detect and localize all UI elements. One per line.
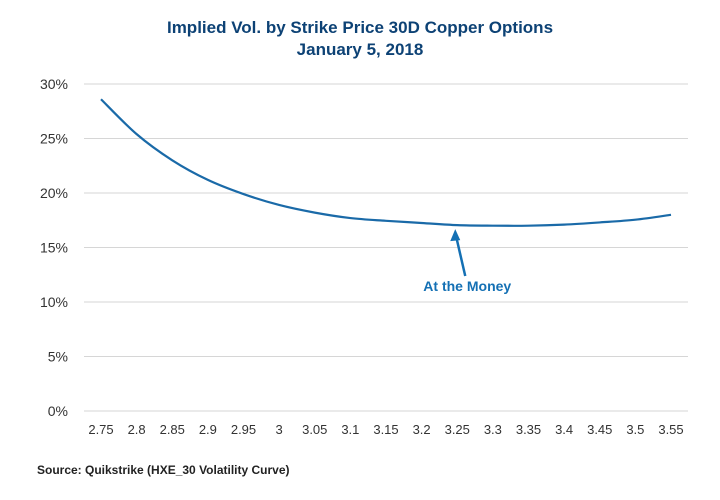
x-tick-label: 3.45 xyxy=(587,422,612,437)
y-axis-ticks: 0% 5% 10% 15% 20% 25% 30% xyxy=(40,76,68,419)
x-tick-label: 3.2 xyxy=(413,422,431,437)
x-tick-label: 3 xyxy=(276,422,283,437)
x-tick-label: 3.05 xyxy=(302,422,327,437)
x-tick-label: 2.8 xyxy=(128,422,146,437)
gridlines xyxy=(84,83,688,412)
y-tick-label: 30% xyxy=(40,76,68,92)
annotation-arrow-head xyxy=(450,229,461,242)
x-tick-label: 2.95 xyxy=(231,422,256,437)
y-tick-label: 20% xyxy=(40,185,68,201)
x-tick-label: 3.25 xyxy=(445,422,470,437)
y-tick-label: 25% xyxy=(40,131,68,147)
series-group xyxy=(100,98,672,227)
y-tick-label: 15% xyxy=(40,240,68,256)
chart-subtitle: January 5, 2018 xyxy=(296,40,424,59)
x-tick-label: 2.9 xyxy=(199,422,217,437)
source-note: Source: Quikstrike (HXE_30 Volatility Cu… xyxy=(37,463,290,477)
x-tick-label: 3.1 xyxy=(341,422,359,437)
series-line xyxy=(100,98,672,227)
annotation-arrow-shaft xyxy=(455,238,467,277)
y-tick-label: 0% xyxy=(48,403,68,419)
x-tick-label: 2.75 xyxy=(88,422,113,437)
x-tick-label: 3.35 xyxy=(516,422,541,437)
y-tick-label: 10% xyxy=(40,294,68,310)
x-tick-label: 3.15 xyxy=(373,422,398,437)
x-tick-label: 3.3 xyxy=(484,422,502,437)
chart-title-main: Implied Vol. by Strike Price 30D Copper … xyxy=(166,18,554,37)
x-axis-ticks: 2.75 2.8 2.85 2.9 2.95 3 3.05 3.1 3.15 3.2 3.25 3.3… xyxy=(88,422,683,437)
annotation-group: At the Money xyxy=(423,229,511,294)
x-tick-label: 3.4 xyxy=(555,422,573,437)
x-tick-label: 3.5 xyxy=(626,422,644,437)
y-tick-label: 5% xyxy=(48,349,68,365)
annotation-label: At the Money xyxy=(423,278,511,294)
x-tick-label: 3.55 xyxy=(658,422,683,437)
x-tick-label: 2.85 xyxy=(160,422,185,437)
chart-title: Implied Vol. by Strike Price 30D Copper … xyxy=(0,17,720,61)
